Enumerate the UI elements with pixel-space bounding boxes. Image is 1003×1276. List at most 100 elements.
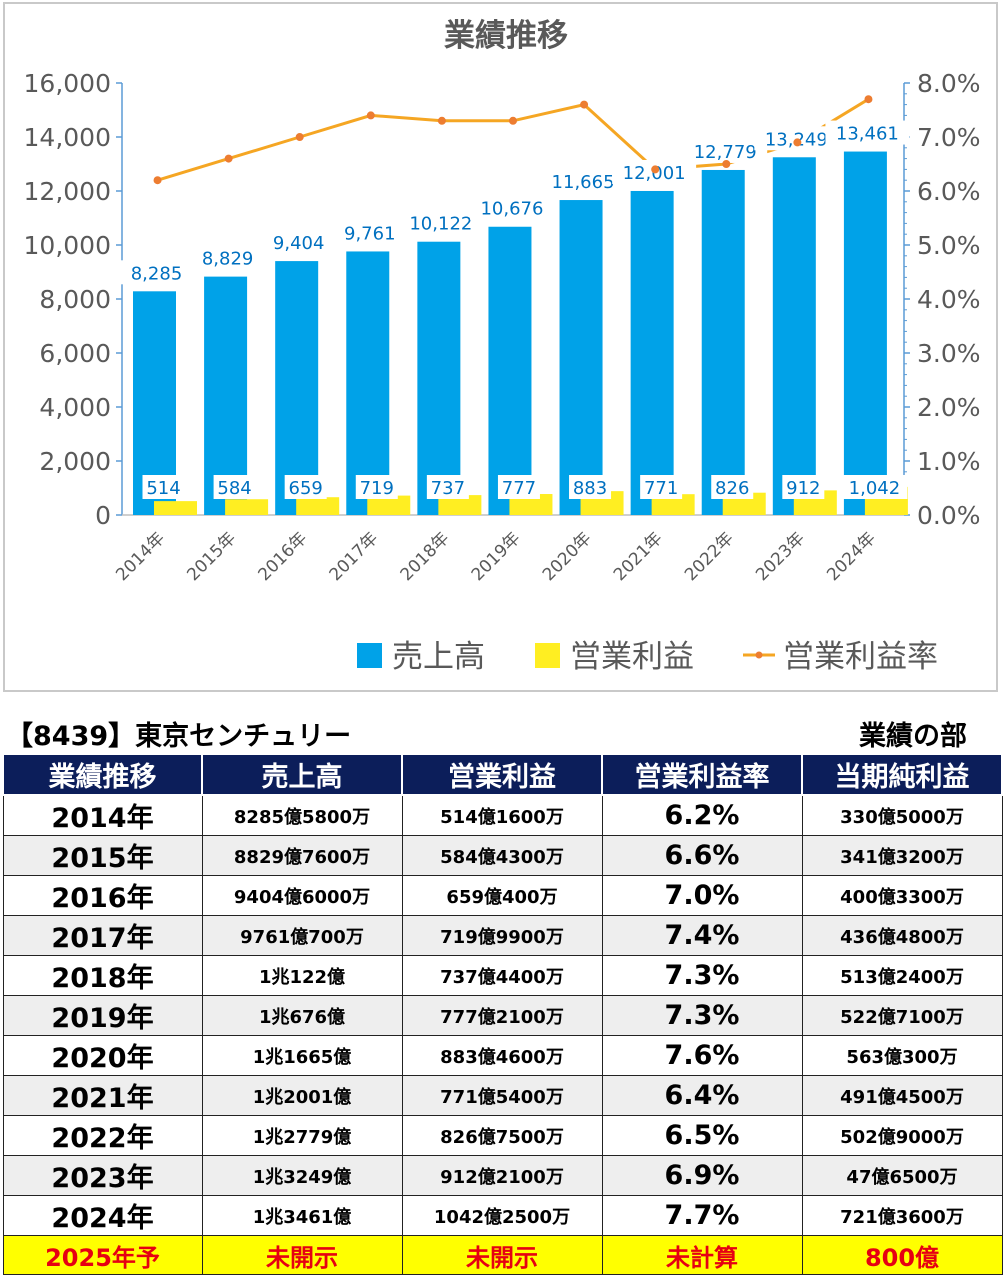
operating-profit-label-bg	[355, 475, 398, 499]
cell-net-profit: 522億7100万	[801, 995, 1003, 1036]
operating-margin-point	[153, 176, 162, 185]
cell-net-profit: 436億4800万	[801, 915, 1003, 956]
operating-margin-point	[864, 95, 873, 104]
operating-margin-point	[224, 154, 233, 163]
cell-operating-profit: 826億7500万	[401, 1115, 603, 1156]
cell-operating-profit: 1042億2500万	[401, 1195, 603, 1236]
y-tick-label: 12,000	[24, 177, 111, 206]
x-tick-label: 2024年	[823, 528, 880, 585]
forecast-cell-revenue: 未開示	[201, 1235, 403, 1275]
cell-operating-profit: 737億4400万	[401, 955, 603, 996]
operating-profit-data-label: 883	[573, 478, 607, 499]
y-tick-label: 16,000	[24, 69, 111, 98]
cell-year: 2016年	[2, 875, 203, 916]
operating-margin-point	[793, 138, 802, 147]
cell-operating-profit: 584億4300万	[401, 835, 603, 876]
revenue-bar	[417, 241, 461, 515]
cell-operating-margin: 6.9%	[601, 1155, 803, 1196]
operating-profit-bar	[367, 495, 411, 515]
operating-margin-point	[509, 116, 517, 125]
operating-profit-label-bg	[426, 475, 469, 499]
legend-operating-profit-label: 営業利益	[570, 639, 694, 675]
y2-tick-label: 7.0%	[917, 123, 981, 152]
x-tick-label: 2023年	[752, 528, 809, 585]
y2-tick-label: 5.0%	[917, 231, 981, 260]
y2-tick-label: 6.0%	[917, 177, 981, 206]
y-tick-label: 4,000	[39, 393, 111, 422]
cell-revenue: 1兆1665億	[201, 1035, 403, 1076]
revenue-label-bg	[398, 210, 483, 235]
operating-profit-bar	[225, 499, 269, 515]
cell-revenue: 1兆676億	[201, 995, 403, 1036]
cell-operating-margin: 7.7%	[601, 1195, 803, 1236]
cell-operating-margin: 6.4%	[601, 1075, 803, 1116]
cell-revenue: 9404億6000万	[201, 875, 403, 916]
table-row: 2016年 9404億6000万 659億400万 7.0% 400億3300万	[2, 875, 1003, 916]
table-row: 2021年 1兆2001億 771億5400万 6.4% 491億4500万	[2, 1075, 1003, 1116]
cell-operating-margin: 7.3%	[601, 955, 803, 996]
cell-operating-margin: 6.6%	[601, 835, 803, 876]
operating-profit-bar	[651, 494, 695, 515]
y-tick-label: 10,000	[24, 231, 111, 260]
legend-revenue-label: 売上高	[392, 639, 485, 675]
cell-operating-profit: 912億2100万	[401, 1155, 603, 1196]
operating-margin-point	[580, 100, 589, 109]
cell-operating-profit: 771億5400万	[401, 1075, 603, 1116]
revenue-label-bg	[469, 195, 554, 220]
revenue-label-bg	[683, 138, 768, 163]
table-row: 2019年 1兆676億 777億2100万 7.3% 522億7100万	[2, 995, 1003, 1036]
revenue-label-bg	[754, 126, 839, 151]
table-row: 2014年 8285億5800万 514億1600万 6.2% 330億5000万	[2, 794, 1003, 836]
operating-profit-bar	[296, 497, 340, 515]
revenue-label-bg	[192, 245, 264, 270]
performance-table: 業績推移 売上高 営業利益 営業利益率 当期純利益 2014年 8285億5800…	[2, 753, 1003, 1275]
cell-revenue: 9761億700万	[201, 915, 403, 956]
operating-profit-data-label: 771	[644, 478, 678, 499]
table-row: 2023年 1兆3249億 912億2100万 6.9% 47億6500万	[2, 1155, 1003, 1196]
operating-profit-bar	[509, 494, 553, 515]
cell-revenue: 1兆2001億	[201, 1075, 403, 1116]
info-row: 【8439】東京センチュリー 業績の部	[0, 714, 1003, 754]
cell-year: 2014年	[2, 794, 203, 836]
cell-operating-profit: 514億1600万	[401, 794, 603, 836]
revenue-data-label: 9,404	[273, 233, 325, 254]
operating-profit-label-bg	[284, 475, 327, 499]
legend-operating-margin-label: 営業利益率	[783, 639, 938, 675]
table-row: 2018年 1兆122億 737億4400万 7.3% 513億2400万	[2, 955, 1003, 996]
revenue-data-label: 12,001	[623, 163, 686, 184]
cell-operating-margin: 7.6%	[601, 1035, 803, 1076]
cell-year: 2023年	[2, 1155, 203, 1196]
x-tick-label: 2022年	[681, 528, 738, 585]
operating-profit-data-label: 584	[217, 478, 251, 499]
cell-year: 2018年	[2, 955, 203, 996]
cell-year: 2017年	[2, 915, 203, 956]
y2-tick-label: 4.0%	[917, 285, 981, 314]
cell-revenue: 1兆2779億	[201, 1115, 403, 1156]
revenue-label-bg	[541, 169, 626, 194]
operating-margin-point	[437, 116, 446, 125]
table-row: 2015年 8829億7600万 584億4300万 6.6% 341億3200万	[2, 835, 1003, 876]
y2-tick-label: 8.0%	[917, 69, 981, 98]
header-period: 業績推移	[2, 753, 203, 796]
table-row: 2020年 1兆1665億 883億4600万 7.6% 563億300万	[2, 1035, 1003, 1076]
cell-net-profit: 513億2400万	[801, 955, 1003, 996]
cell-year: 2020年	[2, 1035, 203, 1076]
cell-operating-margin: 6.5%	[601, 1115, 803, 1156]
cell-net-profit: 563億300万	[801, 1035, 1003, 1076]
cell-operating-profit: 883億4600万	[401, 1035, 603, 1076]
x-tick-label: 2021年	[610, 528, 667, 585]
y-tick-label: 6,000	[39, 339, 111, 368]
revenue-bar	[346, 251, 390, 515]
operating-profit-data-label: 719	[360, 478, 394, 499]
cell-revenue: 1兆3249億	[201, 1155, 403, 1196]
x-tick-label: 2019年	[468, 528, 525, 585]
cell-operating-margin: 7.0%	[601, 875, 803, 916]
revenue-bar	[275, 261, 319, 515]
cell-net-profit: 721億3600万	[801, 1195, 1003, 1236]
operating-profit-data-label: 514	[146, 478, 180, 499]
y-tick-label: 0	[95, 501, 111, 530]
table-row: 2017年 9761億700万 719億9900万 7.4% 436億4800万	[2, 915, 1003, 956]
operating-profit-label-bg	[497, 475, 540, 499]
legend-operating-profit-swatch	[535, 643, 560, 668]
operating-profit-data-label: 777	[502, 478, 536, 499]
